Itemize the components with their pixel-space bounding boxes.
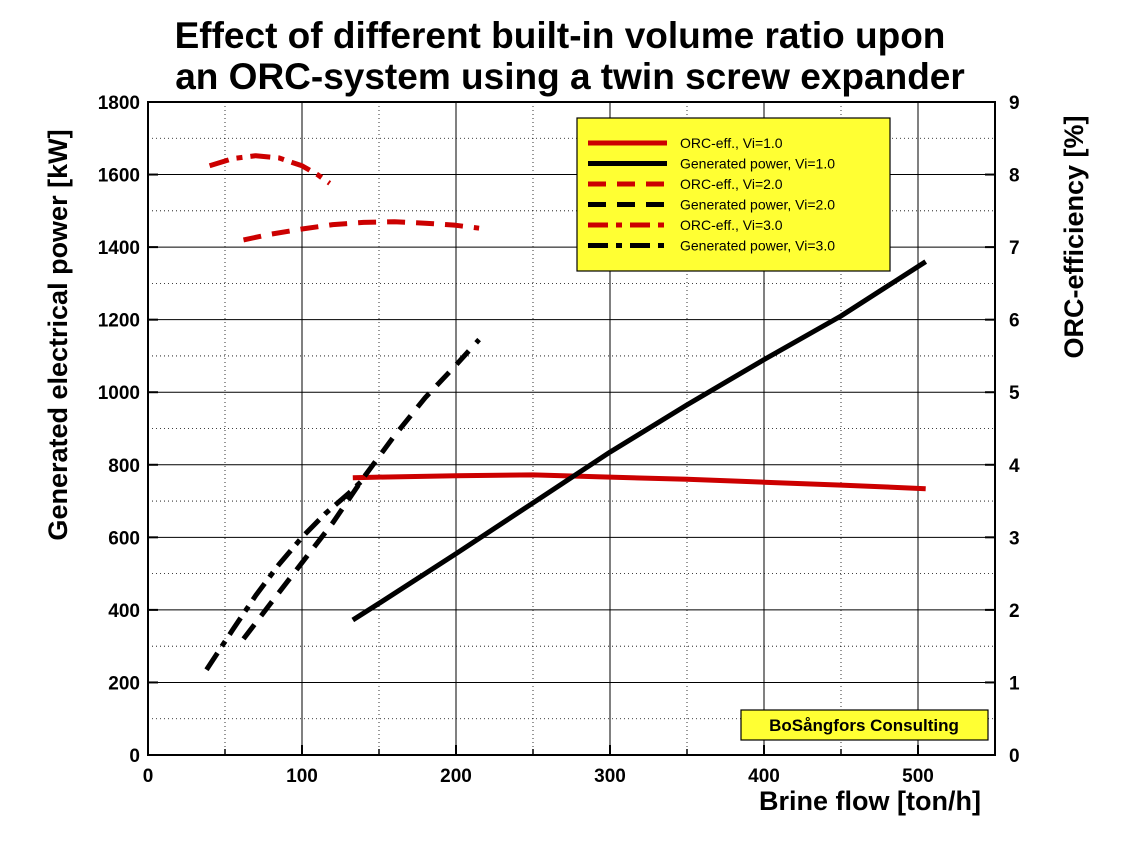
y-right-tick-label: 2 <box>1009 601 1020 622</box>
y-axis-left-title: Generated electrical power [kW] <box>43 129 73 540</box>
chart-title-line-2: an ORC-system using a twin screw expande… <box>175 56 965 97</box>
y-left-tick-label: 1000 <box>98 383 140 404</box>
axes: 0 100 200 300 400 500020040060080010001200140… <box>98 93 1020 787</box>
series-line-4 <box>241 337 481 641</box>
series-line-3 <box>242 219 480 243</box>
watermark-label: BoSångfors Consulting <box>769 716 959 735</box>
series <box>204 153 928 672</box>
legend-items: ORC-eff., Vi=1.0 Generated power, Vi=1.0 O… <box>588 135 835 254</box>
y-left-tick-label: 400 <box>108 601 140 622</box>
watermark-box <box>740 709 989 741</box>
series-line-2 <box>351 259 928 623</box>
series-line-6 <box>204 477 366 672</box>
y-left-tick-label: 800 <box>108 456 140 477</box>
y-right-tick-label: 3 <box>1009 528 1020 549</box>
y-right-tick-label: 0 <box>1009 746 1020 767</box>
y-right-tick-label: 7 <box>1009 238 1020 259</box>
y-right-tick-label: 4 <box>1009 456 1020 477</box>
x-tick-label: 0 <box>143 766 154 787</box>
legend: ORC-eff., Vi=1.0 Generated power, Vi=1.0 O… <box>576 117 891 272</box>
y-left-tick-label: 1600 <box>98 166 140 187</box>
x-tick-label: 300 <box>594 766 626 787</box>
x-tick-label: 500 <box>902 766 934 787</box>
y-left-tick-label: 1400 <box>98 238 140 259</box>
legend-label-4: Generated power, Vi=2.0 <box>680 197 835 213</box>
x-tick-label: 100 <box>286 766 318 787</box>
y-left-tick-label: 600 <box>108 528 140 549</box>
y-right-tick-label: 5 <box>1009 383 1020 404</box>
legend-label-5: ORC-eff., Vi=3.0 <box>680 217 783 233</box>
y-right-tick-label: 9 <box>1009 93 1020 114</box>
y-left-tick-label: 200 <box>108 673 140 694</box>
y-right-tick-label: 1 <box>1009 673 1020 694</box>
x-tick-label: 200 <box>440 766 472 787</box>
legend-label-2: Generated power, Vi=1.0 <box>680 156 835 172</box>
x-tick-label: 400 <box>748 766 780 787</box>
y-right-tick-label: 6 <box>1009 311 1020 332</box>
series-line-5 <box>208 153 332 186</box>
y-axis-right-title: ORC-efficiency [%] <box>1059 115 1089 358</box>
legend-label-1: ORC-eff., Vi=1.0 <box>680 135 783 151</box>
x-axis-title: Brine flow [ton/h] <box>759 786 981 816</box>
watermark: BoSångfors Consulting <box>740 709 989 741</box>
plot-frame <box>147 101 996 756</box>
legend-label-3: ORC-eff., Vi=2.0 <box>680 176 783 192</box>
series-line-1 <box>352 472 926 492</box>
y-right-tick-label: 8 <box>1009 166 1020 187</box>
chart-title-line-1: Effect of different built-in volume rati… <box>175 15 946 56</box>
legend-label-6: Generated power, Vi=3.0 <box>680 238 835 254</box>
y-left-tick-label: 0 <box>129 746 140 767</box>
y-left-tick-label: 1200 <box>98 311 140 332</box>
y-left-tick-label: 1800 <box>98 93 140 114</box>
